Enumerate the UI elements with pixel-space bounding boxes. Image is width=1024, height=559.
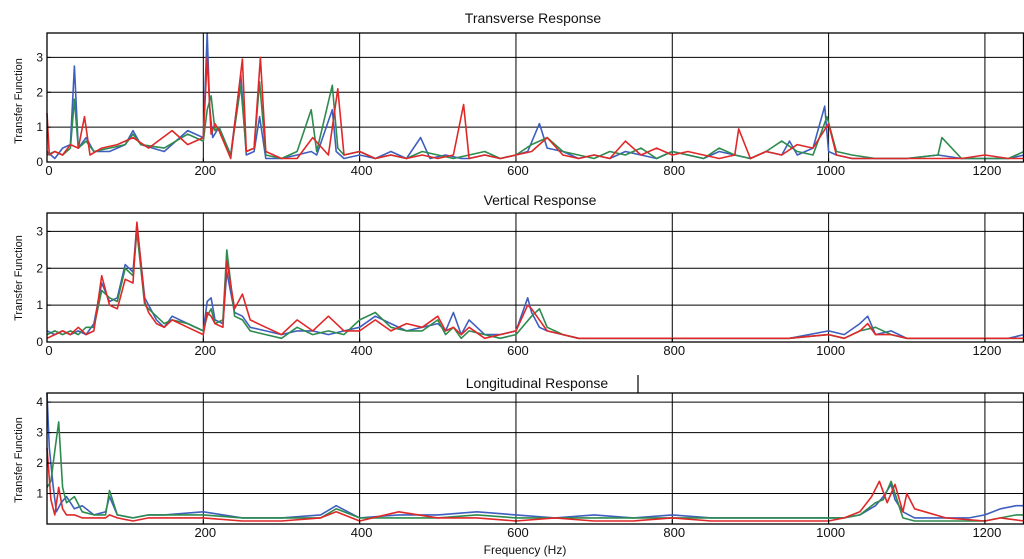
- transverse-series-2-line: [46, 81, 1024, 160]
- longitudinal-y-tick-label: 3: [36, 426, 43, 440]
- longitudinal-series-1-line: [46, 392, 1024, 519]
- transverse-x-tick-label: 200: [194, 163, 216, 178]
- vertical-y-tick-label: 2: [36, 261, 43, 275]
- longitudinal-y-axis-label: Transfer Function: [13, 417, 25, 503]
- vertical-x-tick-label: 200: [194, 343, 216, 358]
- longitudinal-y-tick-label: 1: [36, 487, 43, 501]
- longitudinal-x-tick-label: 800: [663, 525, 685, 540]
- longitudinal-title: Longitudinal Response: [466, 375, 609, 391]
- vertical-x-tick-label: 0: [45, 343, 52, 358]
- longitudinal-x-tick-label: 1200: [972, 525, 1001, 540]
- transverse-series-3-line: [46, 56, 1024, 160]
- transverse-x-tick-label: 600: [507, 163, 529, 178]
- vertical-y-tick-label: 3: [36, 224, 43, 238]
- transverse-y-tick-label: 1: [36, 120, 43, 134]
- vertical-plot-area: 0 200 400 600 800 1000 1200 0 1 2 3: [36, 212, 1024, 358]
- transverse-plot-area: 0 200 400 600 800 1000 1200 0 1 2 3: [36, 32, 1024, 178]
- transverse-series-1-line: [46, 32, 1024, 160]
- vertical-x-tick-label: 1200: [972, 343, 1001, 358]
- longitudinal-x-tick-label: 200: [194, 525, 216, 540]
- vertical-y-tick-label: 1: [36, 298, 43, 312]
- longitudinal-plot-area: 200 400 600 800 1000 1200 1 2 3 4: [36, 392, 1024, 540]
- longitudinal-x-tick-label: 400: [351, 525, 373, 540]
- vertical-x-tick-label: 1000: [816, 343, 845, 358]
- vertical-x-tick-label: 600: [507, 343, 529, 358]
- longitudinal-panel: Longitudinal Response Transfer Function …: [13, 375, 1024, 557]
- transverse-x-tick-label: 0: [45, 163, 52, 178]
- transverse-title: Transverse Response: [465, 10, 602, 26]
- vertical-y-tick-label: 0: [36, 335, 43, 349]
- transverse-x-tick-label: 400: [351, 163, 373, 178]
- transverse-y-axis-label: Transfer Function: [13, 58, 25, 144]
- transverse-y-tick-label: 0: [36, 155, 43, 169]
- transverse-x-tick-label: 1000: [816, 163, 845, 178]
- vertical-series-1-line: [46, 223, 1024, 340]
- vertical-panel: Vertical Response Transfer Function 0 200…: [13, 192, 1024, 358]
- longitudinal-y-tick-label: 2: [36, 456, 43, 470]
- vertical-title: Vertical Response: [484, 192, 597, 208]
- longitudinal-series-3-line: [46, 447, 1024, 522]
- transverse-y-tick-label: 2: [36, 85, 43, 99]
- transverse-x-tick-label: 1200: [972, 163, 1001, 178]
- vertical-y-axis-label: Transfer Function: [13, 235, 25, 321]
- vertical-series-3-line: [46, 221, 1024, 340]
- longitudinal-y-tick-label: 4: [36, 395, 43, 409]
- transverse-x-tick-label: 800: [663, 163, 685, 178]
- vertical-series-2-line: [46, 230, 1024, 340]
- longitudinal-x-tick-label: 1000: [816, 525, 845, 540]
- x-axis-label: Frequency (Hz): [484, 543, 567, 557]
- vertical-x-tick-label: 800: [663, 343, 685, 358]
- longitudinal-series-2-line: [46, 421, 1024, 522]
- transverse-panel: Transverse Response Transfer Function 0 2…: [13, 10, 1024, 178]
- vertical-x-tick-label: 400: [351, 343, 373, 358]
- vertical-axes-frame: [46, 212, 1024, 343]
- longitudinal-x-tick-label: 600: [507, 525, 529, 540]
- transverse-y-tick-label: 3: [36, 50, 43, 64]
